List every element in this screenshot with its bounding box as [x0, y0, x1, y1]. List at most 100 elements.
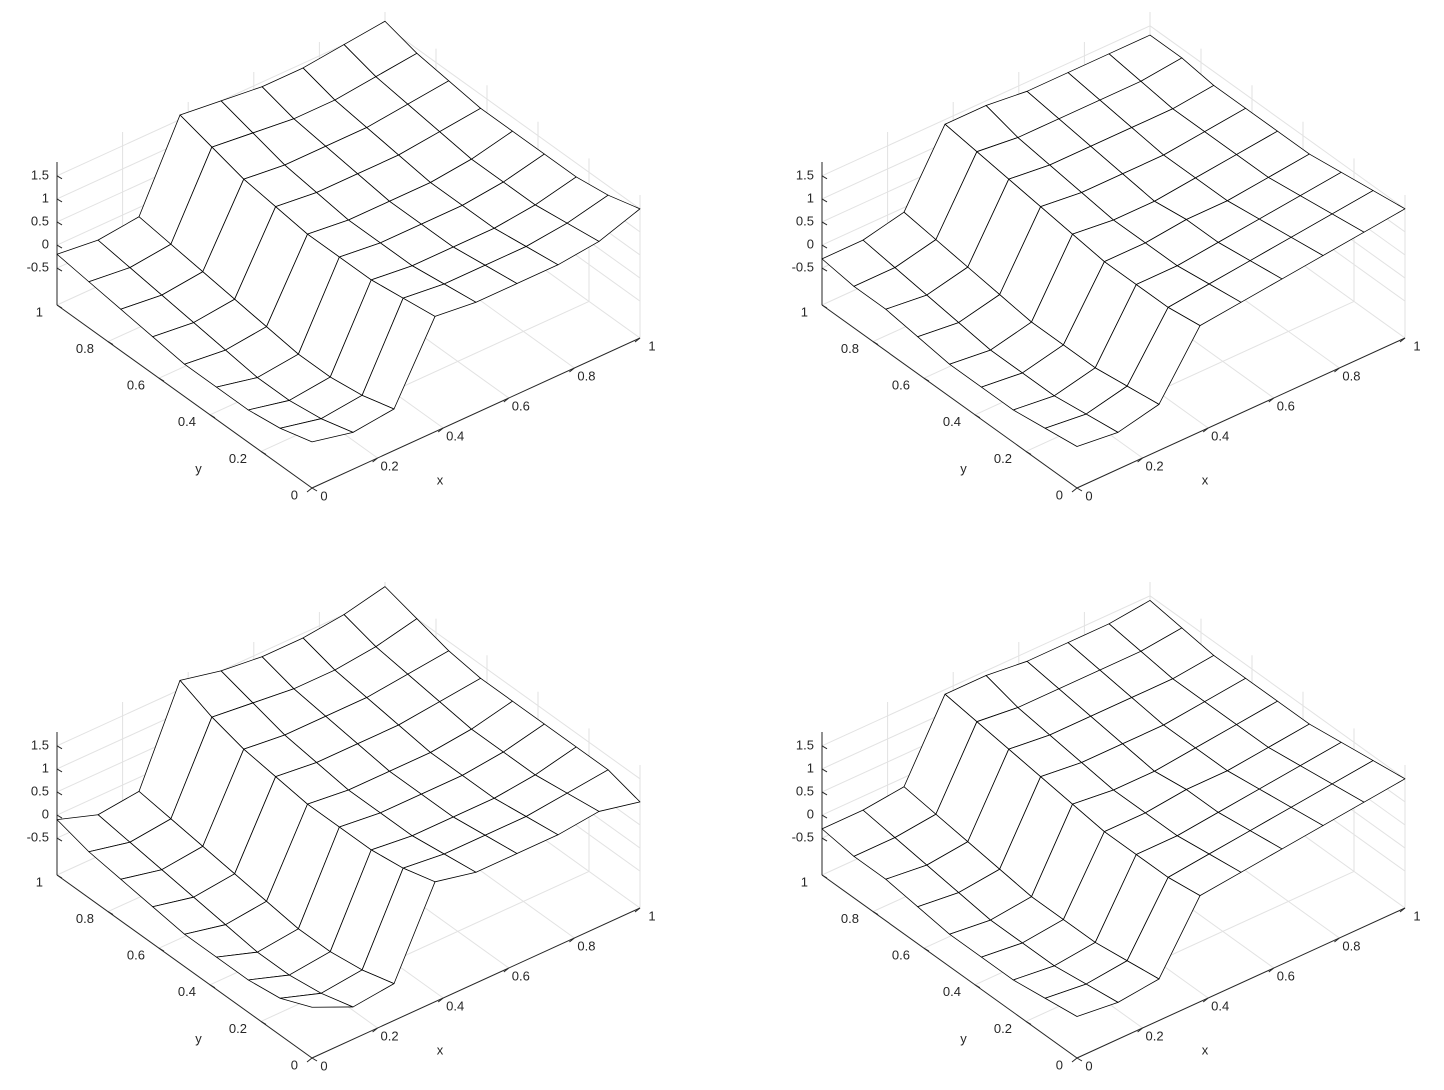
- grid-line: [821, 25, 1151, 177]
- y-tick-label: 1: [36, 874, 43, 889]
- z-tick-label: -0.5: [792, 830, 814, 845]
- z-tick-label: 0: [807, 236, 814, 251]
- y-tick: [260, 450, 267, 455]
- x-tick-label: 1: [648, 338, 655, 353]
- x-tick-label: 0.4: [446, 998, 464, 1013]
- y-axis-label: y: [960, 1031, 967, 1046]
- x-tick: [1334, 367, 1340, 373]
- y-tick: [209, 984, 216, 989]
- z-tick: [56, 244, 63, 249]
- y-axis-label: y: [195, 1031, 202, 1046]
- x-tick-label: 0.2: [1146, 1028, 1164, 1043]
- y-tick-label: 0: [1056, 487, 1063, 502]
- y-axis: [821, 874, 1078, 1059]
- y-tick-label: 0.6: [127, 948, 145, 963]
- x-axis-label: x: [1202, 472, 1209, 487]
- x-tick: [503, 967, 510, 973]
- z-tick: [56, 745, 63, 750]
- x-tick-label: 0.6: [512, 398, 530, 413]
- y-tick-label: 1: [801, 874, 808, 889]
- y-tick-label: 0: [291, 1057, 298, 1072]
- y-tick: [56, 874, 63, 879]
- z-tick-label: 0.5: [31, 213, 49, 228]
- z-tick: [56, 175, 63, 180]
- mesh-face: [279, 992, 354, 1008]
- y-tick-label: 0: [291, 487, 298, 502]
- z-tick-label: 1.5: [796, 737, 814, 752]
- y-tick: [821, 874, 828, 879]
- z-tick: [56, 221, 63, 226]
- x-tick: [569, 937, 575, 943]
- x-tick-label: 0.6: [1277, 398, 1295, 413]
- mesh-face: [1044, 413, 1119, 447]
- y-tick: [1076, 487, 1083, 492]
- z-tick-label: -0.5: [27, 260, 49, 275]
- y-tick: [158, 377, 165, 382]
- z-tick: [56, 814, 63, 819]
- z-tick-label: 0.5: [796, 783, 814, 798]
- z-tick-label: 1: [807, 760, 814, 775]
- x-axis: [1076, 907, 1406, 1059]
- z-tick-label: 0.5: [31, 783, 49, 798]
- z-tick: [821, 745, 828, 750]
- x-tick: [372, 457, 378, 463]
- y-tick: [107, 341, 114, 346]
- x-tick-label: 0.6: [512, 968, 530, 983]
- y-tick-label: 0.4: [943, 414, 961, 429]
- x-tick-label: 0: [320, 488, 327, 503]
- z-tick-label: 1: [807, 190, 814, 205]
- x-tick: [437, 997, 444, 1003]
- y-axis: [821, 304, 1078, 489]
- z-tick: [56, 267, 63, 272]
- y-tick-label: 0.2: [994, 451, 1012, 466]
- y-tick-label: 0: [1056, 1057, 1063, 1072]
- x-tick-label: 0.6: [1277, 968, 1295, 983]
- z-tick: [56, 768, 63, 773]
- x-tick-label: 0.2: [1146, 458, 1164, 473]
- x-tick: [1071, 487, 1078, 493]
- grid-line: [1149, 25, 1406, 210]
- y-tick: [872, 341, 879, 346]
- z-tick: [56, 791, 63, 796]
- y-tick-label: 0.8: [76, 911, 94, 926]
- y-tick-label: 0.4: [178, 984, 196, 999]
- grid-line: [384, 595, 641, 780]
- z-tick-label: 0.5: [796, 213, 814, 228]
- y-tick-label: 0.8: [841, 911, 859, 926]
- y-axis: [56, 304, 313, 489]
- y-tick-label: 1: [36, 304, 43, 319]
- z-tick: [821, 791, 828, 796]
- z-tick-label: 0: [42, 806, 49, 821]
- x-tick-label: 0.4: [446, 428, 464, 443]
- y-tick-label: 0.4: [943, 984, 961, 999]
- x-axis: [311, 907, 641, 1059]
- y-axis: [56, 874, 313, 1059]
- z-tick: [821, 175, 828, 180]
- y-tick: [872, 911, 879, 916]
- x-tick-label: 0.8: [1342, 938, 1360, 953]
- y-tick: [107, 911, 114, 916]
- x-tick: [1268, 397, 1275, 403]
- y-tick: [311, 1057, 318, 1062]
- x-tick: [634, 337, 641, 343]
- x-tick: [1268, 967, 1275, 973]
- x-tick: [306, 487, 313, 493]
- x-axis-label: x: [437, 1042, 444, 1057]
- x-tick: [1202, 997, 1209, 1003]
- z-tick: [821, 768, 828, 773]
- y-tick-label: 0.4: [178, 414, 196, 429]
- y-tick-label: 0.8: [841, 341, 859, 356]
- x-tick-label: 1: [648, 908, 655, 923]
- x-axis: [311, 337, 641, 489]
- y-tick: [1025, 450, 1032, 455]
- x-tick-label: 1: [1413, 908, 1420, 923]
- x-tick-label: 0.4: [1211, 998, 1229, 1013]
- y-tick-label: 0.6: [127, 378, 145, 393]
- x-tick: [437, 427, 444, 433]
- y-tick-label: 0.6: [892, 948, 910, 963]
- y-tick: [209, 414, 216, 419]
- x-tick-label: 0.4: [1211, 428, 1229, 443]
- y-tick: [923, 947, 930, 952]
